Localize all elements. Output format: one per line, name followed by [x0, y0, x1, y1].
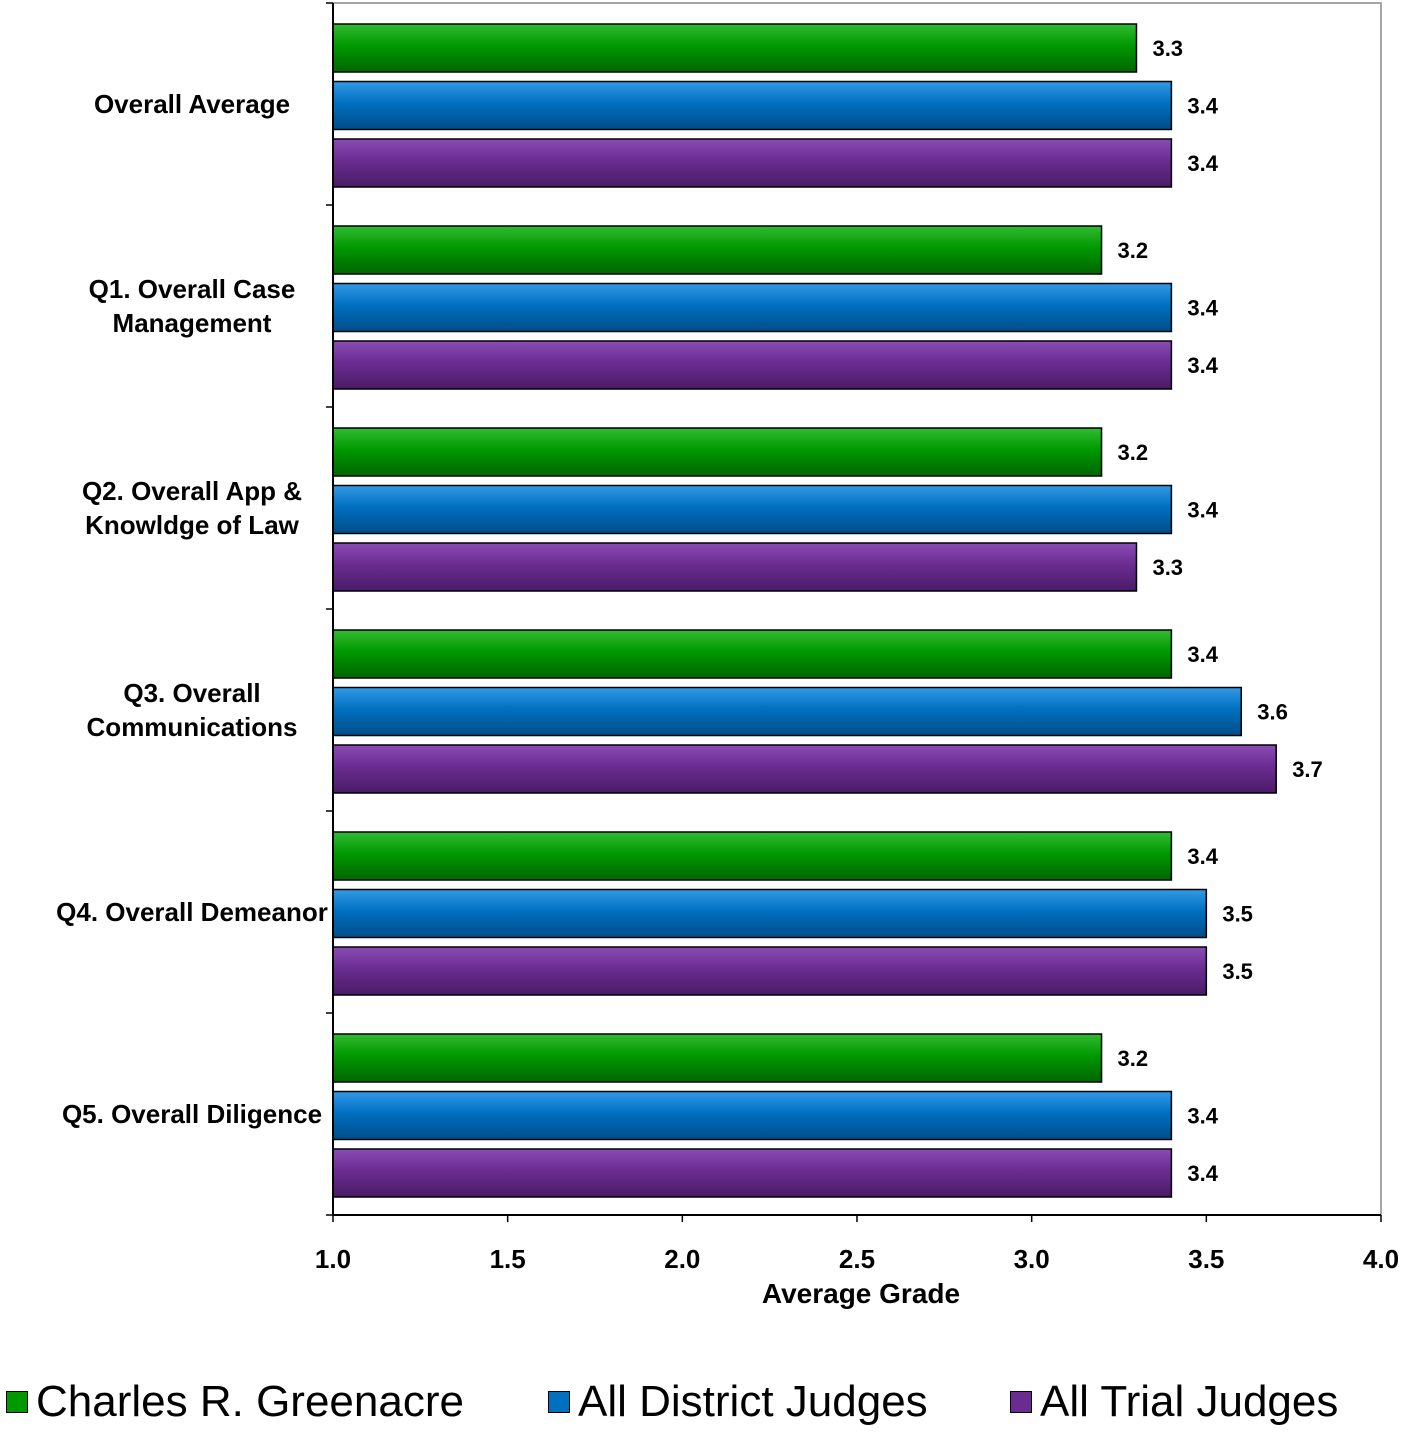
bar-1-1: [332, 282, 1173, 333]
bar-1-0: [332, 225, 1103, 275]
bar-4-1: [332, 888, 1208, 939]
bar-5-2: [332, 1148, 1173, 1198]
data-label-2-1: 3.4: [1187, 498, 1218, 523]
data-label-4-0: 3.4: [1187, 844, 1218, 869]
bar-5-1: [332, 1090, 1173, 1141]
category-label-4: Q4. Overall Demeanor: [56, 897, 328, 927]
category-label-5: Q5. Overall Diligence: [62, 1099, 322, 1129]
legend-label-0: Charles R. Greenacre: [36, 1377, 464, 1426]
category-label-0: Overall Average: [94, 89, 290, 119]
data-label-5-0: 3.2: [1118, 1046, 1149, 1071]
bar-3-2: [332, 744, 1277, 794]
data-label-4-2: 3.5: [1222, 959, 1253, 984]
legend-swatch-1: [548, 1391, 570, 1413]
bar-2-0: [332, 427, 1103, 477]
data-label-0-1: 3.4: [1187, 94, 1218, 119]
plot-area: [332, 2, 1382, 1216]
x-tick-label-6: 4.0: [1363, 1244, 1399, 1274]
legend-label-2: All Trial Judges: [1040, 1377, 1339, 1426]
data-label-2-0: 3.2: [1118, 440, 1149, 465]
bar-3-0: [332, 629, 1173, 679]
bar-4-2: [332, 946, 1208, 996]
bar-1-2: [332, 340, 1173, 390]
data-label-5-2: 3.4: [1187, 1161, 1218, 1186]
legend: Charles R. Greenacre All District Judges…: [0, 1372, 1405, 1432]
x-tick-label-4: 3.0: [1014, 1244, 1050, 1274]
data-label-4-1: 3.5: [1222, 902, 1253, 927]
legend-item-1: All District Judges: [548, 1372, 928, 1432]
category-label-2: Q2. Overall App & Knowldge of Law: [82, 476, 302, 540]
bar-3-1: [332, 686, 1243, 737]
bar-0-2: [332, 138, 1173, 188]
data-label-3-1: 3.6: [1257, 700, 1288, 725]
bar-4-0: [332, 831, 1173, 881]
bar-2-2: [332, 542, 1138, 592]
bar-0-0: [332, 23, 1138, 73]
x-tick-label-5: 3.5: [1188, 1244, 1224, 1274]
bar-5-0: [332, 1033, 1103, 1083]
data-label-5-1: 3.4: [1187, 1104, 1218, 1129]
legend-swatch-2: [1010, 1391, 1032, 1413]
legend-swatch-0: [6, 1391, 28, 1413]
data-label-3-2: 3.7: [1292, 757, 1323, 782]
x-tick-label-3: 2.5: [839, 1244, 875, 1274]
x-tick-label-2: 2.0: [664, 1244, 700, 1274]
bar-0-1: [332, 80, 1173, 131]
legend-item-2: All Trial Judges: [1010, 1372, 1338, 1432]
category-label-1: Q1. Overall Case Management: [89, 274, 296, 338]
data-label-0-0: 3.3: [1152, 36, 1183, 61]
x-axis-title: Average Grade: [762, 1278, 960, 1309]
data-label-2-2: 3.3: [1152, 555, 1183, 580]
data-label-1-2: 3.4: [1187, 353, 1218, 378]
legend-label-1: All District Judges: [578, 1377, 928, 1426]
bar-2-1: [332, 484, 1173, 535]
data-label-3-0: 3.4: [1187, 642, 1218, 667]
data-label-1-1: 3.4: [1187, 296, 1218, 321]
data-label-0-2: 3.4: [1187, 151, 1218, 176]
x-tick-label-0: 1.0: [315, 1244, 351, 1274]
data-label-1-0: 3.2: [1118, 238, 1149, 263]
legend-item-0: Charles R. Greenacre: [6, 1372, 464, 1432]
category-label-3: Q3. Overall Communications: [87, 678, 298, 742]
x-tick-label-1: 1.5: [490, 1244, 526, 1274]
